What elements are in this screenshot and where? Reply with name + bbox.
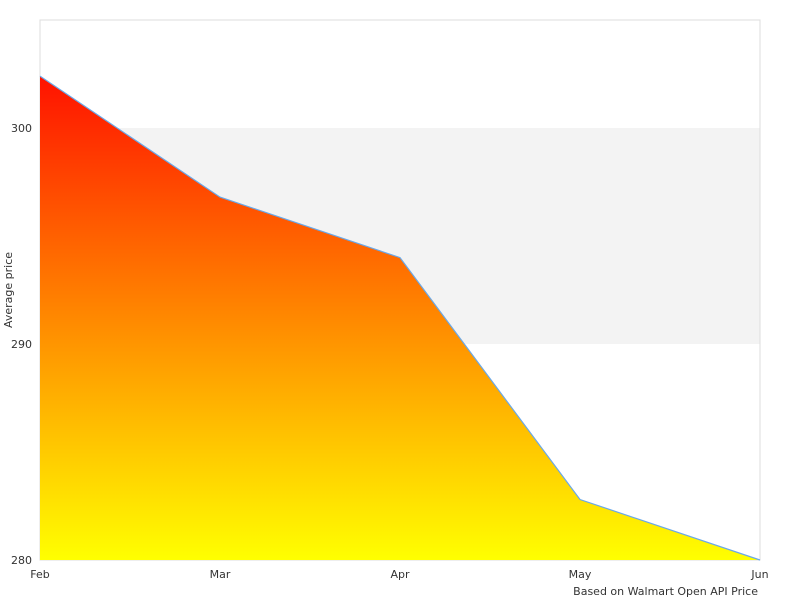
y-tick-label: 300 xyxy=(11,122,32,135)
x-tick-label: Feb xyxy=(30,568,49,581)
x-axis-label: Based on Walmart Open API Price xyxy=(573,585,758,598)
y-tick-label: 280 xyxy=(11,554,32,567)
series-line xyxy=(39,75,761,561)
x-tick-label: May xyxy=(569,568,592,581)
x-tick-label: Mar xyxy=(210,568,231,581)
x-tick-label: Jun xyxy=(750,568,768,581)
y-tick-label: 290 xyxy=(11,338,32,351)
y-axis-label: Average price xyxy=(2,252,15,328)
x-tick-label: Apr xyxy=(390,568,410,581)
